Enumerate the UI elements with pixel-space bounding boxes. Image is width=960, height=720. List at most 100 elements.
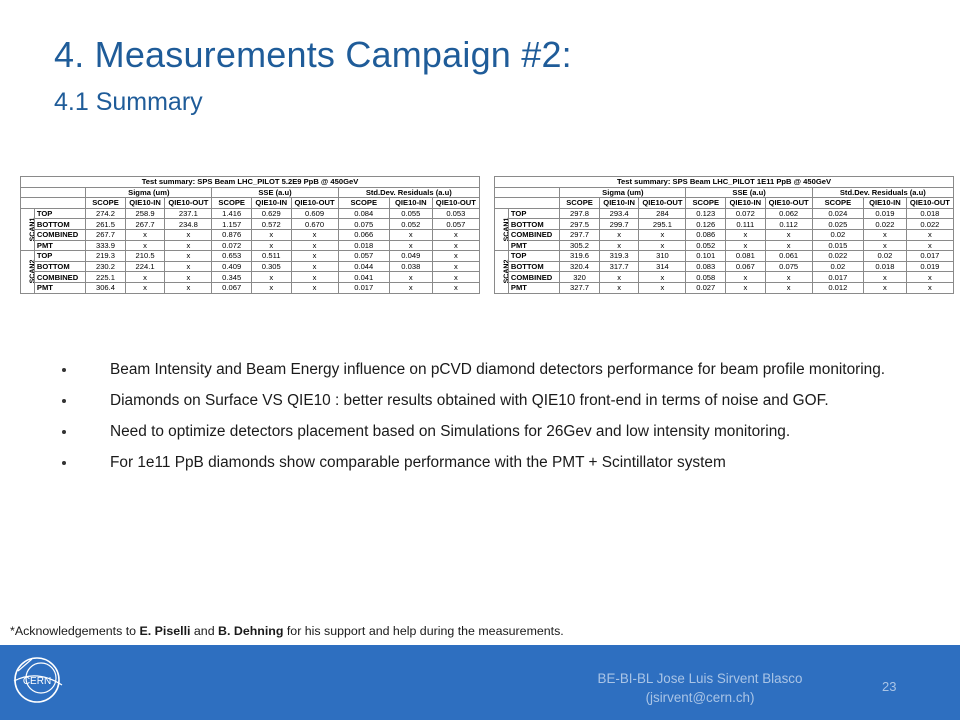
table-caption-row: Test summary: SPS Beam LHC_PILOT 1E11 Pp… xyxy=(494,176,954,188)
table-column-header: SCOPE xyxy=(211,197,252,209)
table-cell: 0.044 xyxy=(337,260,390,273)
table-row: COMBINED 225.1 x x 0.345 x x 0.041 x x xyxy=(21,271,481,283)
table-cell: 267.7 xyxy=(124,218,166,230)
table-cell: 320 xyxy=(559,271,600,283)
table-cell: 0.062 xyxy=(764,207,813,220)
table-cell: x xyxy=(290,271,339,283)
row-label: TOP xyxy=(33,250,87,262)
table-cell: x xyxy=(638,281,687,294)
table-group-header: SSE (a.u) xyxy=(685,186,813,199)
table-cell: x xyxy=(388,228,433,241)
bullet-dot-icon xyxy=(62,430,66,434)
table-cell: x xyxy=(250,239,292,252)
table-cell: x xyxy=(164,271,213,283)
scan-label-text: SCAN2 xyxy=(29,259,35,284)
table-cell: x xyxy=(388,281,433,294)
row-label: PMT xyxy=(33,281,87,294)
row-label: COMBINED xyxy=(507,271,561,283)
table-cell: 0.067 xyxy=(725,260,766,273)
table-cell: 327.7 xyxy=(559,281,600,294)
table-row: COMBINED 320 x x 0.058 x x 0.017 x x xyxy=(495,271,955,283)
table-cell: 210.5 xyxy=(124,250,166,262)
table-group-row: Sigma (um) SSE (a.u) Std.Dev. Residuals (a… xyxy=(19,186,481,199)
scan-label: SCAN2 xyxy=(494,250,509,294)
table-cell: 0.049 xyxy=(388,250,433,262)
table-cell: 299.7 xyxy=(598,218,640,230)
table-cell: 297.5 xyxy=(559,218,600,230)
table-row: SCAN1 TOP 297.8 293.4 284 0.123 0.072 0.062 0.02… xyxy=(494,207,955,252)
table-cell: x xyxy=(290,260,339,273)
table-cell: 224.1 xyxy=(124,260,166,273)
table-cell: x xyxy=(290,239,339,252)
row-label: PMT xyxy=(33,239,87,252)
bullet-item: For 1e11 PpB diamonds show comparable pe… xyxy=(62,453,912,473)
table-cell: 0.052 xyxy=(685,239,727,252)
summary-bullet-list: Beam Intensity and Beam Energy influence… xyxy=(62,360,912,484)
table-cell: 320.4 xyxy=(559,260,600,273)
table-cell: x xyxy=(863,228,907,241)
footer-author-email: (jsirvent@cern.ch) xyxy=(645,690,755,705)
table-row: SCAN1 TOP 274.2 258.9 237.1 1.416 0.629 0.609 0.… xyxy=(20,207,481,252)
table-cell: x xyxy=(905,281,955,294)
table-cell: x xyxy=(764,271,813,283)
table-cell: x xyxy=(598,228,640,241)
table-cell: 284 xyxy=(638,207,687,220)
table-cell: 0.305 xyxy=(250,260,292,273)
table-column-header: QIE10-IN xyxy=(250,197,292,209)
table-cell: 0.057 xyxy=(337,250,390,262)
bullet-text: Beam Intensity and Beam Energy influence… xyxy=(110,361,886,378)
table-corner-cell xyxy=(19,186,87,199)
table-cell: x xyxy=(431,281,481,294)
table-cell: x xyxy=(863,239,907,252)
footer-author-name: BE-BI-BL Jose Luis Sirvent Blasco xyxy=(597,671,803,686)
page-number: 23 xyxy=(882,679,897,694)
table-group-row: Sigma (um) SSE (a.u) Std.Dev. Residuals (a… xyxy=(493,186,955,199)
table-column-row: SCOPE QIE10-IN QIE10-OUT SCOPE QIE10-IN QIE10… xyxy=(19,197,481,209)
table-cell: x xyxy=(250,271,292,283)
table-group-header: SSE (a.u) xyxy=(211,186,339,199)
table-cell: x xyxy=(290,228,339,241)
table-cell: 0.653 xyxy=(211,250,252,262)
table-cell: 333.9 xyxy=(85,239,126,252)
scan-label: SCAN2 xyxy=(20,250,35,294)
bullet-item: Diamonds on Surface VS QIE10 : better re… xyxy=(62,391,912,411)
ack-name-dehning: B. Dehning xyxy=(218,624,284,638)
table-cell: 0.02 xyxy=(811,228,865,241)
table-cell: 219.3 xyxy=(85,250,126,262)
table-cell: x xyxy=(598,281,640,294)
table-cell: 0.038 xyxy=(388,260,433,273)
table-group-header: Sigma (um) xyxy=(85,186,213,199)
scan-label: SCAN1 xyxy=(494,207,509,252)
table-column-header: QIE10-OUT xyxy=(905,197,955,209)
table-corner-cell xyxy=(19,197,87,209)
table-cell: x xyxy=(388,271,433,283)
row-label: PMT xyxy=(507,239,561,252)
table-cell: 0.012 xyxy=(811,281,865,294)
table-cell: 0.409 xyxy=(211,260,252,273)
table-cell: x xyxy=(164,239,213,252)
cern-logo-text: CERN xyxy=(23,676,51,687)
table-row: SCAN2 TOP 219.3 210.5 x 0.653 0.511 x 0.057 0.049… xyxy=(20,250,481,294)
table-row: BOTTOM 230.2 224.1 x 0.409 0.305 x 0.044 0.038 x xyxy=(21,260,481,273)
table-column-header: SCOPE xyxy=(811,197,865,209)
table-cell: 0.019 xyxy=(863,207,907,220)
table-cell: x xyxy=(164,250,213,262)
table-cell: x xyxy=(431,260,481,273)
row-label: BOTTOM xyxy=(507,260,561,273)
table-cell: 0.024 xyxy=(811,207,865,220)
table-cell: 0.075 xyxy=(337,218,390,230)
table-cell: x xyxy=(905,271,955,283)
table-cell: 0.02 xyxy=(863,250,907,262)
table-cell: 0.086 xyxy=(685,228,727,241)
table-cell: 0.027 xyxy=(685,281,727,294)
table-cell: 0.629 xyxy=(250,207,292,220)
table-caption: Test summary: SPS Beam LHC_PILOT 5.2E9 P… xyxy=(20,176,480,188)
table-cell: x xyxy=(905,228,955,241)
table-cell: 0.084 xyxy=(337,207,390,220)
table-cell: x xyxy=(124,239,166,252)
table-column-header: SCOPE xyxy=(559,197,600,209)
table-cell: x xyxy=(124,271,166,283)
row-label: COMBINED xyxy=(507,228,561,241)
table-cell: 0.609 xyxy=(290,207,339,220)
row-label: BOTTOM xyxy=(33,260,87,273)
